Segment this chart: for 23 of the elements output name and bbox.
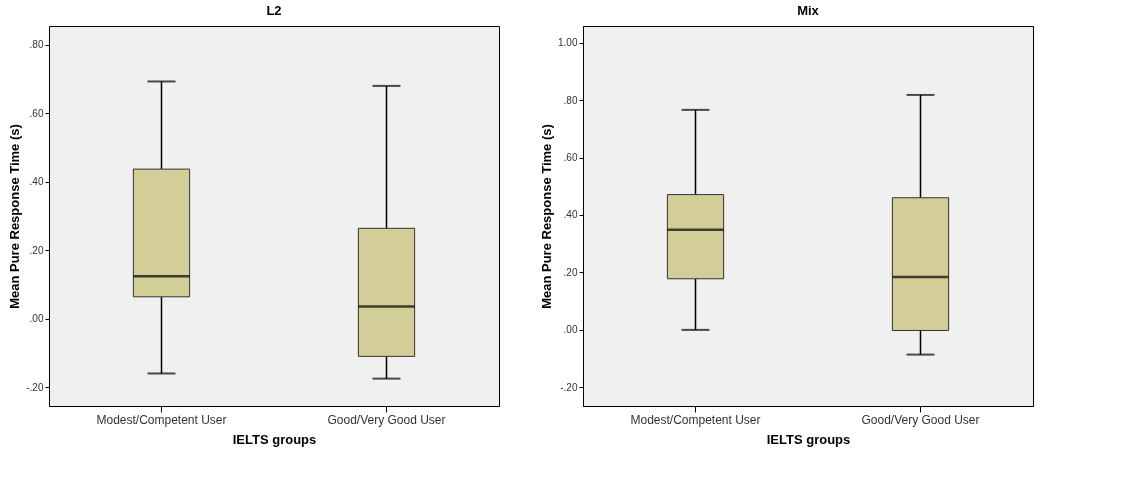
- y-tick-label: .00: [563, 324, 578, 336]
- x-tick-label: Good/Very Good User: [327, 412, 446, 427]
- y-tick-label: .00: [29, 313, 44, 325]
- y-tick-label: .60: [563, 152, 578, 164]
- chart-title: Mix: [797, 3, 820, 18]
- y-tick-label: -.20: [560, 381, 578, 393]
- y-tick-label: .80: [29, 39, 44, 51]
- y-tick-label: 1.00: [558, 37, 578, 49]
- y-tick-label: .60: [29, 107, 44, 119]
- y-tick-label: .40: [563, 209, 578, 221]
- x-axis-title: IELTS groups: [766, 431, 851, 447]
- y-tick-label: .80: [563, 94, 578, 106]
- y-tick-label: .20: [29, 244, 44, 256]
- x-tick-label: Modest/Competent User: [96, 412, 227, 427]
- y-axis-title: Mean Pure Response Time (s): [7, 124, 23, 309]
- x-tick-label: Modest/Competent User: [630, 412, 761, 427]
- y-tick-label: .20: [563, 266, 578, 278]
- chart-title: L2: [266, 3, 282, 18]
- x-axis-title: IELTS groups: [232, 431, 317, 447]
- y-tick-label: -.20: [26, 381, 44, 393]
- y-axis-title: Mean Pure Response Time (s): [539, 124, 555, 309]
- x-tick-label: Good/Very Good User: [861, 412, 980, 427]
- y-tick-label: .40: [29, 176, 44, 188]
